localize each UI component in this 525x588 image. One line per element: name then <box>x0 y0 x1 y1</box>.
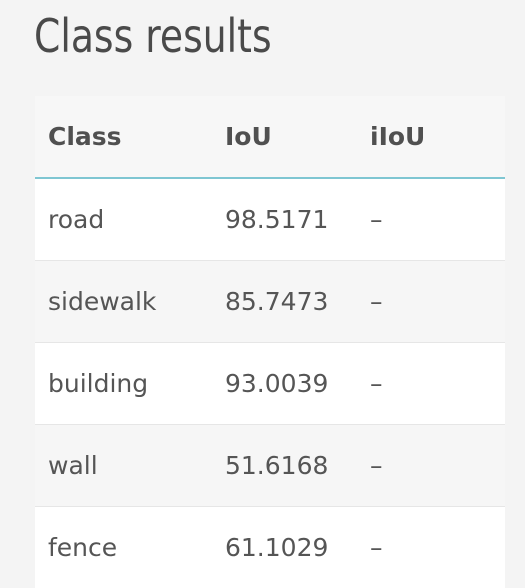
page-title: Class results <box>34 9 272 63</box>
cell-class: building <box>35 341 225 424</box>
cell-iiou: – <box>370 505 505 588</box>
cell-iou: 85.7473 <box>225 259 370 342</box>
cell-class: fence <box>35 505 225 588</box>
column-header-class[interactable]: Class <box>35 96 225 179</box>
cell-iiou: – <box>370 423 505 506</box>
table-row: wall 51.6168 – <box>35 423 505 506</box>
cell-iiou: – <box>370 204 383 234</box>
cell-iiou: – <box>370 341 505 424</box>
table-row: road 98.5171 – <box>35 178 505 260</box>
table-row: sidewalk 85.7473 – <box>35 259 505 342</box>
cell-iiou: – <box>370 259 505 342</box>
column-header-iiou[interactable]: iIoU <box>370 96 505 179</box>
table-body: road 98.5171 – sidewalk 85.7473 – buildi… <box>35 178 505 588</box>
table-header: Class IoU iIoU <box>35 96 505 179</box>
cell-iou: 61.1029 <box>225 505 370 588</box>
cell-iou: 51.6168 <box>225 423 370 506</box>
table-row: building 93.0039 – <box>35 341 505 424</box>
class-results-table: Class IoU iIoU road 98.5171 – sidewalk 8… <box>35 96 505 588</box>
cell-iou: 93.0039 <box>225 341 370 424</box>
table-row: fence 61.1029 – <box>35 505 505 588</box>
cell-class: wall <box>35 423 225 506</box>
cell-class: road <box>48 204 105 234</box>
table-header-row: Class IoU iIoU <box>35 96 505 179</box>
cell-iou: 98.5171 <box>225 204 329 234</box>
column-header-iou[interactable]: IoU <box>225 96 370 179</box>
cell-class: sidewalk <box>35 259 225 342</box>
